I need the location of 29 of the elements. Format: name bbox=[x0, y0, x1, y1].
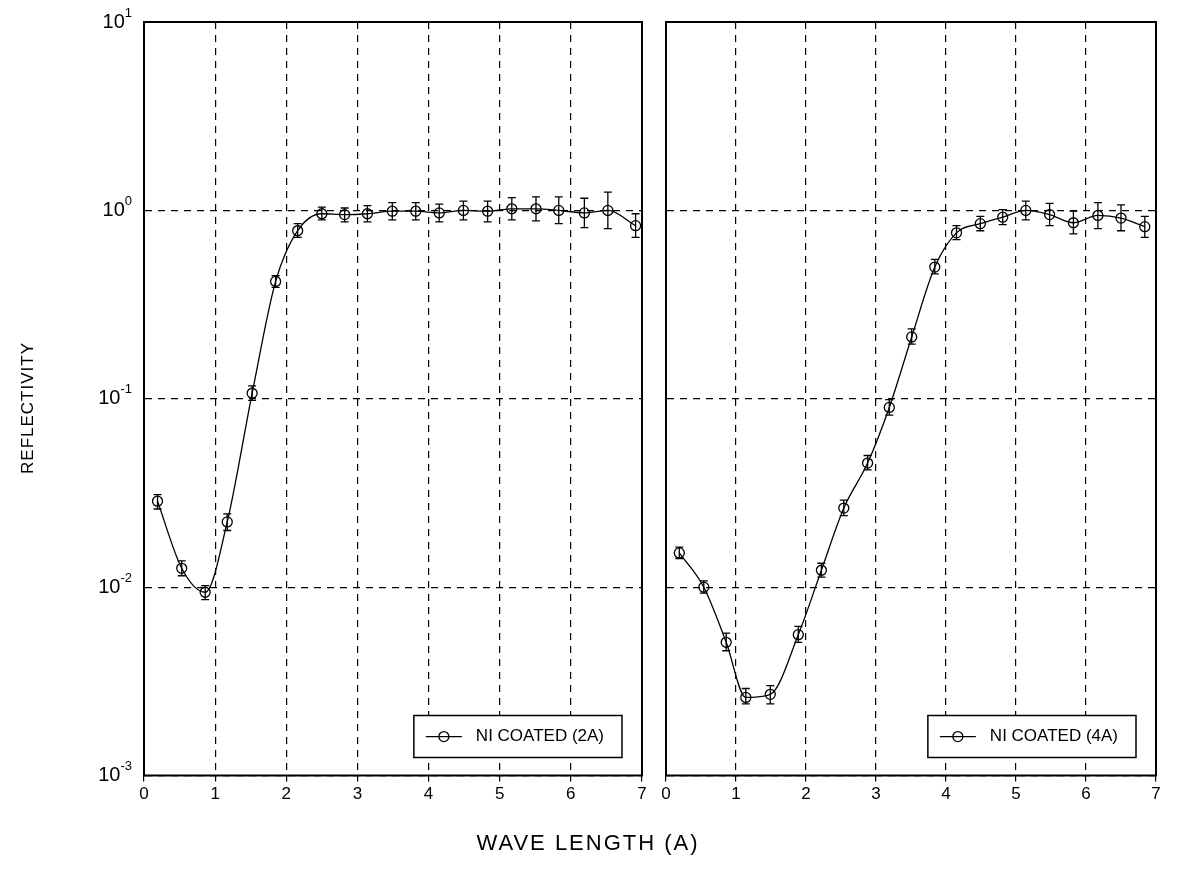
point bbox=[1043, 208, 1056, 221]
x-tick-label: 6 bbox=[566, 784, 576, 804]
point bbox=[1067, 217, 1080, 229]
point bbox=[1115, 212, 1127, 224]
x-tick-label: 0 bbox=[139, 784, 149, 804]
x-tick-label: 3 bbox=[352, 784, 363, 804]
y-axis-title: REFLECTIVITY bbox=[18, 342, 38, 474]
point bbox=[1139, 220, 1151, 233]
point bbox=[720, 636, 732, 648]
x-tick-label: 1 bbox=[210, 784, 220, 804]
x-tick-label: 4 bbox=[423, 784, 434, 804]
x-tick-label: 2 bbox=[281, 784, 292, 804]
x-tick-label: 7 bbox=[1151, 784, 1161, 804]
x-tick-label: 3 bbox=[871, 784, 881, 804]
x-tick-label: 7 bbox=[637, 784, 647, 804]
x-tick-label: 5 bbox=[1011, 784, 1021, 804]
point bbox=[1092, 209, 1104, 222]
x-tick-label: 5 bbox=[494, 784, 505, 804]
legend-label: NI COATED (2A) bbox=[475, 726, 604, 746]
point bbox=[740, 691, 752, 704]
x-tick-label: 2 bbox=[801, 784, 811, 804]
legend-label: NI COATED (4A) bbox=[989, 726, 1118, 746]
x-axis-title: WAVE LENGTH (A) bbox=[475, 830, 701, 856]
x-tick-label: 1 bbox=[731, 784, 741, 804]
x-tick-label: 6 bbox=[1081, 784, 1091, 804]
point bbox=[764, 688, 776, 700]
point bbox=[1020, 204, 1032, 217]
x-tick-label: 4 bbox=[941, 784, 951, 804]
x-tick-label: 0 bbox=[661, 784, 671, 804]
